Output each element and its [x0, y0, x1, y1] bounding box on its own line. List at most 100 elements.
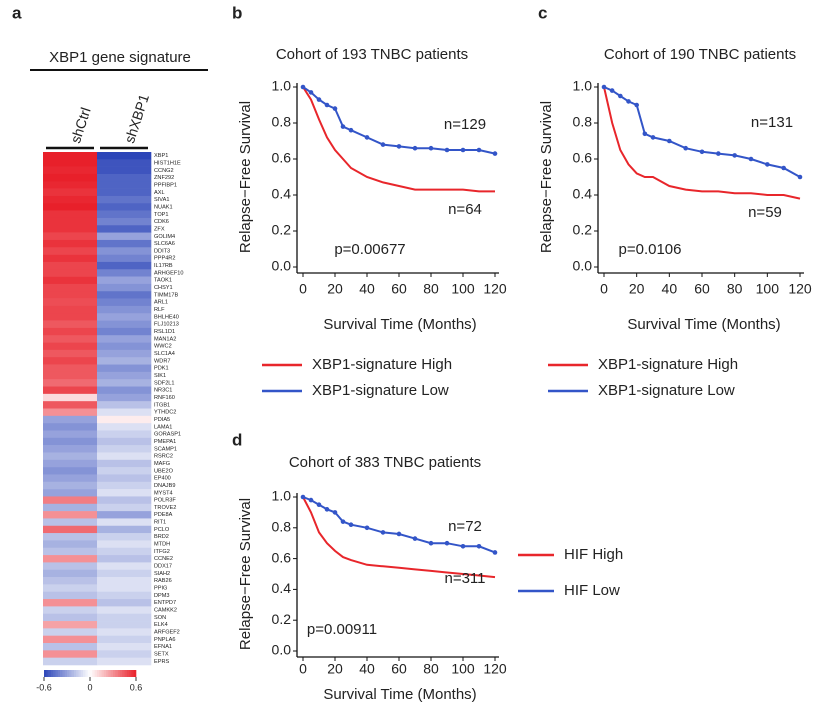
- y-tick-label: 1.0: [272, 78, 292, 94]
- colorbar-swatch: [87, 670, 91, 677]
- heatmap-cell: [97, 511, 152, 519]
- heatmap-cell: [43, 173, 98, 182]
- x-tick-label: 0: [600, 281, 608, 297]
- annotation: n=72: [448, 518, 482, 535]
- censor-dot: [308, 90, 314, 95]
- censor-dot: [412, 145, 418, 151]
- gene-label: YTHDC2: [154, 410, 176, 416]
- heatmap-cell: [97, 452, 152, 461]
- annotation: n=64: [448, 201, 482, 218]
- heatmap-cell: [97, 577, 152, 585]
- heatmap-cell: [43, 188, 98, 197]
- y-tick-label: 0.6: [272, 150, 292, 166]
- heatmap-cell: [43, 239, 98, 248]
- gene-label: DNAJB9: [154, 483, 175, 489]
- gene-label: ENTPD7: [154, 600, 176, 606]
- gene-label: RAB26: [154, 578, 172, 584]
- heatmap-cell: [43, 203, 98, 211]
- y-tick-label: 0.0: [573, 258, 593, 274]
- censor-dot: [765, 162, 770, 167]
- colorbar-swatch: [71, 670, 75, 677]
- gene-label: SDF2L1: [154, 380, 175, 386]
- censor-dot: [460, 543, 466, 549]
- heatmap-cell: [97, 232, 152, 241]
- heatmap-cell: [43, 621, 98, 629]
- x-tick-label: 60: [694, 281, 710, 297]
- colorbar-swatch: [133, 670, 137, 677]
- column-label: shCtrl: [67, 105, 94, 145]
- heatmap-cell: [97, 657, 152, 666]
- colorbar-swatch: [48, 670, 52, 677]
- x-tick-label: 80: [423, 281, 439, 297]
- heatmap-cell: [43, 225, 98, 233]
- gene-label: ARHGEF10: [154, 270, 184, 276]
- heatmap-cell: [97, 364, 152, 373]
- gene-label: XBP1: [154, 153, 168, 159]
- column-label: shXBP1: [121, 92, 152, 145]
- censor-dot: [716, 151, 721, 156]
- censor-dot: [308, 497, 314, 503]
- colorbar-swatch: [55, 670, 59, 677]
- colorbar-swatch: [99, 670, 102, 677]
- gene-label: HIST1H1E: [154, 160, 181, 166]
- gene-label: FLJ10213: [154, 322, 179, 328]
- gene-label: NUAK1: [154, 204, 173, 210]
- heatmap-title: XBP1 gene signature: [49, 49, 191, 66]
- heatmap-cell: [97, 606, 152, 614]
- x-tick-label: 40: [359, 661, 375, 677]
- x-axis-label: Survival Time (Months): [323, 316, 476, 333]
- censor-dot: [626, 99, 631, 104]
- annotation: p=0.00677: [334, 241, 405, 258]
- y-axis-label: Relapse−Free Survival: [538, 101, 555, 253]
- heatmap-cell: [43, 657, 98, 666]
- censor-dot: [460, 147, 466, 153]
- heatmap-cell: [97, 166, 152, 175]
- y-tick-label: 0.4: [272, 186, 292, 202]
- censor-dot: [396, 531, 402, 537]
- censor-dot: [380, 530, 386, 535]
- colorbar-swatch: [57, 670, 61, 677]
- y-tick-label: 0.4: [573, 186, 593, 202]
- censor-dot: [316, 502, 322, 508]
- censor-dot: [476, 543, 482, 549]
- heatmap-cell: [97, 591, 152, 600]
- gene-label: SIVA1: [154, 197, 169, 203]
- heatmap-cell: [97, 276, 152, 285]
- heatmap-cell: [43, 628, 98, 636]
- censor-dot: [300, 494, 306, 500]
- heatmap-cell: [97, 349, 152, 358]
- gene-label: CHSY1: [154, 285, 173, 291]
- gene-label: TIMM17B: [154, 292, 179, 298]
- heatmap-cell: [97, 159, 152, 167]
- heatmap-cell: [43, 393, 98, 402]
- y-tick-label: 1.0: [272, 488, 292, 504]
- censor-dot: [300, 84, 306, 90]
- heatmap-cell: [43, 445, 98, 453]
- heatmap-cell: [43, 511, 98, 519]
- x-tick-label: 100: [451, 281, 475, 297]
- x-tick-label: 0: [299, 281, 307, 297]
- heatmap-cell: [97, 210, 152, 219]
- heatmap-cell: [97, 599, 152, 607]
- heatmap-cell: [43, 320, 98, 329]
- x-tick-label: 0: [299, 661, 307, 677]
- heatmap-cell: [97, 291, 152, 299]
- heatmap-cell: [97, 437, 152, 446]
- censor-dot: [492, 151, 498, 156]
- colorbar-swatch: [62, 670, 65, 677]
- heatmap-cell: [43, 525, 98, 534]
- heatmap-cell: [43, 533, 98, 541]
- heatmap-cell: [43, 613, 98, 622]
- colorbar-swatch: [103, 670, 107, 677]
- gene-label: WWC2: [154, 344, 172, 350]
- colorbar-swatch: [76, 670, 79, 677]
- gene-label: PCLO: [154, 527, 170, 533]
- gene-label: BHLHE40: [154, 314, 179, 320]
- heatmap-cell: [43, 181, 98, 189]
- colorbar-swatch: [69, 670, 72, 677]
- gene-label: RIT1: [154, 520, 166, 526]
- gene-label: ITFG2: [154, 549, 170, 555]
- heatmap-cell: [43, 298, 98, 307]
- heatmap-cell: [43, 349, 98, 358]
